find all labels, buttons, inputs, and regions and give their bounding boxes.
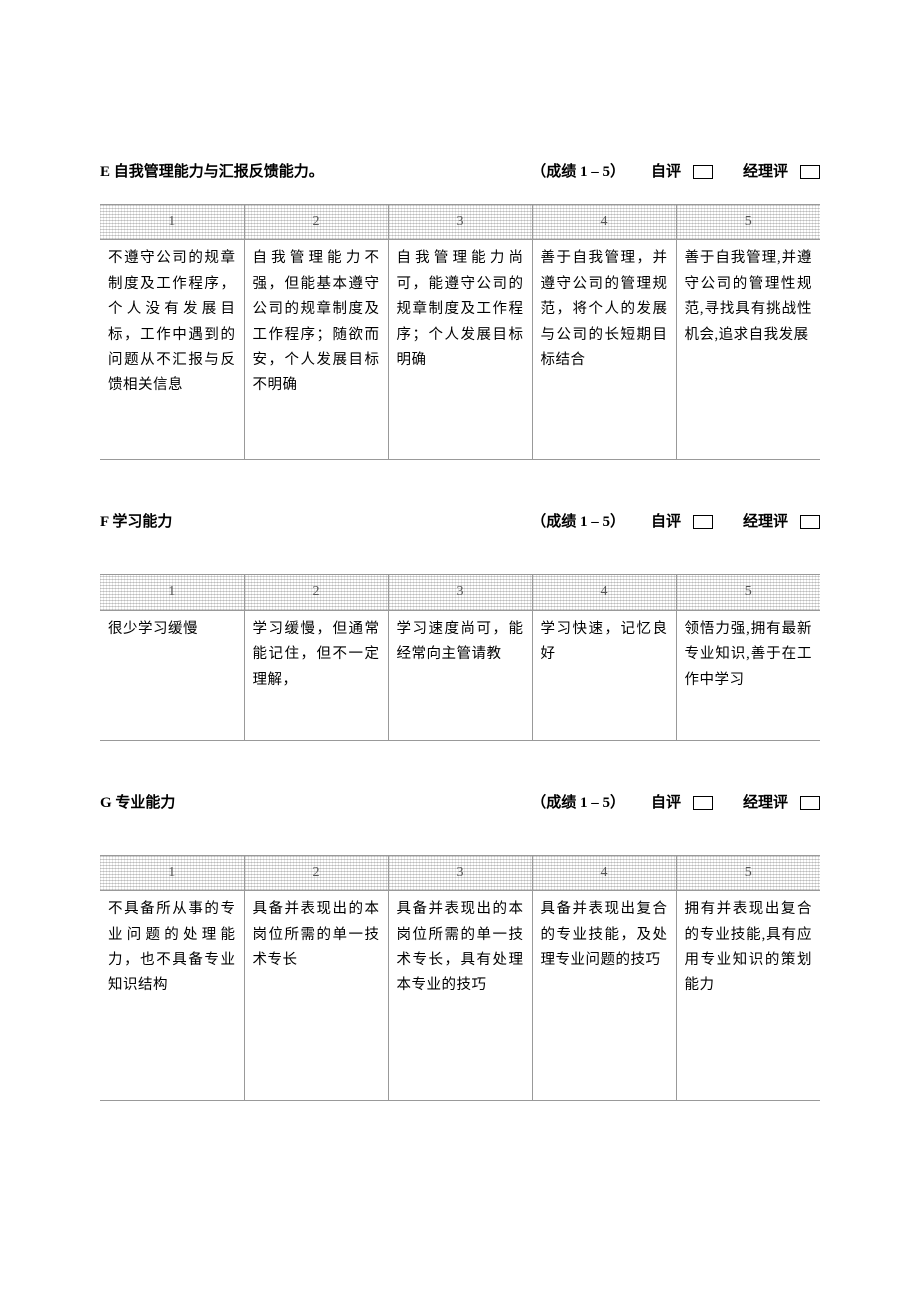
section-header-e: E 自我管理能力与汇报反馈能力。 （成绩 1 – 5） 自评 经理评 [100,160,820,184]
section-g: G 专业能力 （成绩 1 – 5） 自评 经理评 1 2 3 4 5 不具备所从… [100,791,820,1101]
score-range-label: （成绩 1 – 5） [531,791,625,815]
rubric-table-g: 1 2 3 4 5 不具备所从事的专业问题的处理能力，也不具备专业知识结构 具备… [100,855,820,1101]
rubric-cell: 善于自我管理,并遵守公司的管理性规范,寻找具有挑战性机会,追求自我发展 [676,240,820,460]
col-header: 4 [532,205,676,240]
manager-rating-label: 经理评 [743,160,788,184]
self-rating-label: 自评 [651,510,681,534]
rubric-cell: 很少学习缓慢 [100,610,244,740]
rubric-cell: 拥有并表现出复合的专业技能,具有应用专业知识的策划能力 [676,891,820,1101]
self-rating-box[interactable] [693,796,713,810]
col-header: 2 [244,575,388,610]
rubric-cell: 自我管理能力不强，但能基本遵守公司的规章制度及工作程序；随欲而安，个人发展目标不… [244,240,388,460]
self-rating-label: 自评 [651,160,681,184]
rubric-cell: 不遵守公司的规章制度及工作程序，个人没有发展目标，工作中遇到的问题从不汇报与反馈… [100,240,244,460]
col-header: 1 [100,205,244,240]
rubric-cell: 领悟力强,拥有最新专业知识,善于在工作中学习 [676,610,820,740]
section-f: F 学习能力 （成绩 1 – 5） 自评 经理评 1 2 3 4 5 很少学习缓… [100,510,820,740]
col-header: 3 [388,205,532,240]
col-header: 1 [100,855,244,890]
rubric-cell: 具备并表现出复合的专业技能，及处理专业问题的技巧 [532,891,676,1101]
score-controls: （成绩 1 – 5） 自评 经理评 [531,791,820,815]
col-header: 4 [532,855,676,890]
self-rating-box[interactable] [693,165,713,179]
section-title: F 学习能力 [100,510,531,534]
rubric-cell: 具备并表现出的本岗位所需的单一技术专长，具有处理本专业的技巧 [388,891,532,1101]
manager-rating-box[interactable] [800,515,820,529]
section-header-f: F 学习能力 （成绩 1 – 5） 自评 经理评 [100,510,820,534]
section-title: E 自我管理能力与汇报反馈能力。 [100,160,531,184]
rubric-cell: 学习速度尚可，能经常向主管请教 [388,610,532,740]
rubric-cell: 自我管理能力尚可，能遵守公司的规章制度及工作程序；个人发展目标明确 [388,240,532,460]
rubric-cell: 善于自我管理，并遵守公司的管理规范，将个人的发展与公司的长短期目标结合 [532,240,676,460]
manager-rating-box[interactable] [800,165,820,179]
self-rating-label: 自评 [651,791,681,815]
manager-rating-box[interactable] [800,796,820,810]
col-header: 2 [244,855,388,890]
section-title: G 专业能力 [100,791,531,815]
score-controls: （成绩 1 – 5） 自评 经理评 [531,510,820,534]
rubric-cell: 不具备所从事的专业问题的处理能力，也不具备专业知识结构 [100,891,244,1101]
col-header: 3 [388,855,532,890]
rubric-cell: 学习缓慢，但通常能记住，但不一定理解， [244,610,388,740]
col-header: 1 [100,575,244,610]
self-rating-box[interactable] [693,515,713,529]
manager-rating-label: 经理评 [743,510,788,534]
section-header-g: G 专业能力 （成绩 1 – 5） 自评 经理评 [100,791,820,815]
manager-rating-label: 经理评 [743,791,788,815]
rubric-cell: 学习快速，记忆良好 [532,610,676,740]
col-header: 5 [676,205,820,240]
col-header: 2 [244,205,388,240]
rubric-cell: 具备并表现出的本岗位所需的单一技术专长 [244,891,388,1101]
col-header: 5 [676,855,820,890]
col-header: 3 [388,575,532,610]
rubric-table-e: 1 2 3 4 5 不遵守公司的规章制度及工作程序，个人没有发展目标，工作中遇到… [100,204,820,460]
score-controls: （成绩 1 – 5） 自评 经理评 [531,160,820,184]
rubric-table-f: 1 2 3 4 5 很少学习缓慢 学习缓慢，但通常能记住，但不一定理解， 学习速… [100,574,820,740]
score-range-label: （成绩 1 – 5） [531,510,625,534]
section-e: E 自我管理能力与汇报反馈能力。 （成绩 1 – 5） 自评 经理评 1 2 3… [100,160,820,460]
col-header: 4 [532,575,676,610]
score-range-label: （成绩 1 – 5） [531,160,625,184]
col-header: 5 [676,575,820,610]
